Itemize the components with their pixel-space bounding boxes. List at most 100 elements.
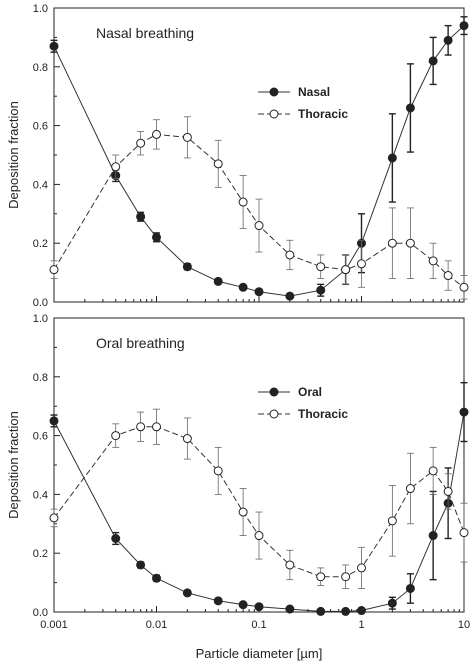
- data-point: [213, 159, 223, 169]
- data-point: [111, 162, 121, 172]
- data-point: [341, 572, 351, 582]
- y-tick-label: 1.0: [33, 313, 48, 325]
- legend-swatch-marker: [269, 109, 279, 119]
- data-point: [182, 588, 192, 598]
- series-thoracic: [49, 408, 469, 589]
- data-point: [316, 606, 326, 616]
- data-point: [49, 41, 59, 51]
- data-point: [387, 153, 397, 163]
- x-axis-title: Particle diameter [µm]: [196, 646, 323, 661]
- data-point: [357, 606, 366, 616]
- data-point: [254, 531, 264, 541]
- data-point: [459, 528, 469, 538]
- data-point: [285, 604, 295, 614]
- data-point: [405, 484, 415, 494]
- legend-swatch-marker: [269, 387, 279, 397]
- y-tick-label: 0.4: [33, 179, 48, 191]
- data-point: [111, 534, 121, 543]
- plot-frame: [53, 317, 465, 613]
- data-point: [136, 212, 146, 222]
- legend: Oral Thoracic: [258, 385, 348, 421]
- data-point: [428, 256, 438, 266]
- legend-label: Thoracic: [298, 107, 348, 121]
- x-tick-label: 1: [358, 619, 364, 631]
- data-point: [443, 271, 453, 281]
- data-point: [285, 250, 295, 260]
- y-axis-title: Deposition fraction: [6, 411, 21, 519]
- series-oral: [49, 381, 469, 616]
- y-tick-label: 0.6: [33, 121, 48, 133]
- data-point: [254, 602, 264, 612]
- data-point: [213, 466, 223, 476]
- data-point: [182, 132, 192, 142]
- legend-swatch-marker: [269, 409, 279, 419]
- data-point: [49, 513, 59, 523]
- legend-swatch-marker: [269, 87, 279, 97]
- data-point: [136, 560, 146, 570]
- x-tick-label: 0.001: [40, 619, 68, 631]
- data-point: [136, 138, 146, 148]
- data-point: [357, 259, 366, 269]
- y-tick-label: 0.0: [33, 607, 48, 619]
- data-point: [254, 287, 264, 297]
- data-point: [428, 531, 438, 541]
- series-nasal: [49, 16, 469, 301]
- legend-label: Thoracic: [298, 407, 348, 421]
- y-tick-label: 0.4: [33, 489, 48, 501]
- data-point: [182, 434, 192, 444]
- x-tick-label: 0.01: [146, 619, 167, 631]
- data-point: [459, 282, 469, 292]
- data-point: [213, 596, 223, 606]
- data-point: [459, 407, 469, 417]
- data-point: [341, 606, 351, 616]
- data-point: [254, 221, 264, 231]
- series-thoracic: [49, 116, 469, 300]
- y-tick-label: 0.8: [33, 62, 48, 74]
- panel-title: Oral breathing: [96, 335, 185, 351]
- data-point: [387, 516, 397, 526]
- data-point: [152, 422, 161, 432]
- data-point: [152, 232, 161, 242]
- data-point: [405, 103, 415, 113]
- legend-label: Oral: [298, 385, 322, 399]
- legend-label: Nasal: [298, 85, 330, 99]
- y-tick-label: 0.6: [33, 431, 48, 443]
- data-point: [49, 416, 59, 426]
- data-point: [285, 560, 295, 570]
- y-tick-label: 1.0: [33, 3, 48, 15]
- y-tick-label: 0.8: [33, 372, 48, 384]
- x-tick-label: 0.1: [251, 619, 266, 631]
- data-point: [182, 262, 192, 272]
- data-point: [152, 129, 161, 139]
- data-point: [405, 238, 415, 248]
- oral-breathing-panel: 0.001 0.01 0.1 1 10 0.0 0.2 0.4 0.6 0.8 1.0 Deposit…: [6, 313, 470, 661]
- data-point: [238, 600, 248, 610]
- data-point: [387, 598, 397, 608]
- data-point: [357, 563, 366, 573]
- data-point: [238, 282, 248, 292]
- data-point: [316, 285, 326, 295]
- data-point: [459, 21, 469, 31]
- data-point: [316, 572, 326, 582]
- y-tick-label: 0.2: [33, 548, 48, 560]
- data-point: [428, 56, 438, 66]
- data-point: [238, 197, 248, 207]
- data-point: [213, 276, 223, 286]
- data-point: [49, 265, 59, 275]
- data-point: [443, 35, 453, 45]
- data-point: [341, 265, 351, 275]
- data-point: [152, 573, 161, 583]
- nasal-breathing-panel: 0.0 0.2 0.4 0.6 0.8 1.0 Deposition fraction Nas…: [6, 3, 469, 309]
- data-point: [387, 238, 397, 248]
- y-tick-label: 0.0: [33, 297, 48, 309]
- data-point: [111, 431, 121, 441]
- data-point: [285, 291, 295, 301]
- legend: Nasal Thoracic: [258, 85, 348, 121]
- panel-title: Nasal breathing: [96, 25, 194, 41]
- x-tick-label: 10: [458, 619, 470, 631]
- data-point: [136, 422, 146, 432]
- data-point: [405, 583, 415, 593]
- data-point: [428, 466, 438, 476]
- y-tick-label: 0.2: [33, 238, 48, 250]
